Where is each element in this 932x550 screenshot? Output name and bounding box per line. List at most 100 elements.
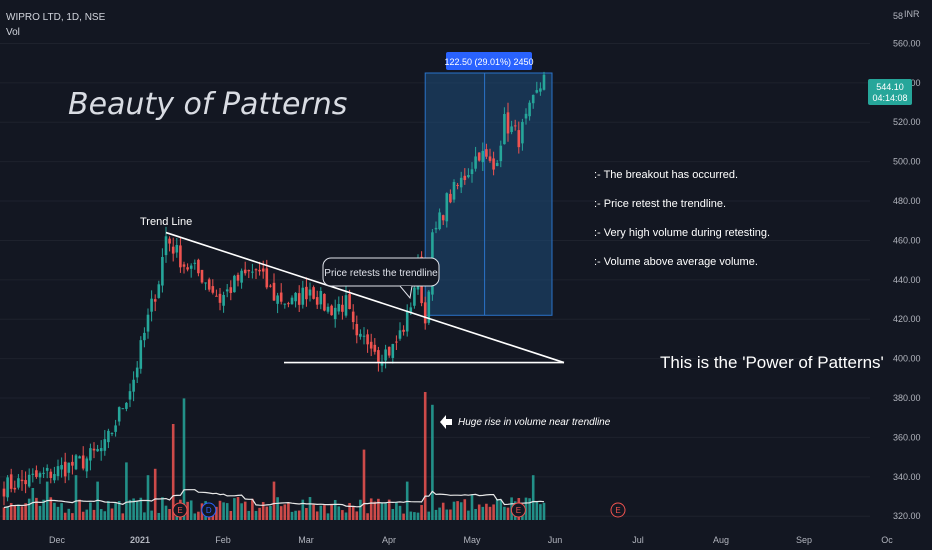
volume-bar [222, 502, 225, 520]
candle-body [287, 303, 290, 305]
candle-body [308, 289, 312, 296]
time-axis[interactable]: Dec 2021 Feb Mar Apr May Jun Jul Aug Sep Oc [49, 535, 893, 545]
volume-bar [197, 511, 200, 520]
candle-body [17, 478, 20, 488]
volume-bar [337, 506, 341, 520]
candle-body [175, 244, 179, 253]
candle-body [463, 175, 467, 181]
candle-body [531, 94, 535, 104]
candle-body [513, 125, 517, 127]
candle-body [521, 121, 524, 144]
candle-body [35, 470, 38, 477]
earnings-marker-icon[interactable] [610, 502, 626, 518]
volume-bar [312, 504, 315, 520]
earnings-marker-icon[interactable] [172, 502, 188, 518]
volume-bar [308, 497, 312, 520]
candle-body [78, 456, 81, 459]
candle-body [366, 334, 369, 345]
candle-body [9, 474, 13, 489]
volume-bar [384, 502, 387, 520]
candle-body [456, 184, 459, 186]
candle-body [279, 292, 283, 302]
candle-body [168, 238, 171, 244]
volume-bar [132, 498, 135, 520]
volume-bar [333, 499, 337, 520]
candle-body [387, 346, 391, 356]
candle-body [283, 303, 287, 305]
volume-bar [247, 510, 251, 520]
candle-body [485, 149, 488, 157]
retest-callout[interactable]: Price retests the trendline [322, 257, 440, 300]
volume-bar [42, 499, 45, 520]
last-price-tag[interactable] [868, 79, 912, 105]
bar-countdown: 04:14:08 [872, 93, 907, 103]
volume-bar [236, 496, 240, 520]
volume-bar [366, 513, 369, 520]
candle-body [13, 487, 17, 490]
candle-body [351, 311, 355, 323]
volume-bar [315, 511, 319, 520]
measure-box[interactable] [424, 72, 553, 316]
trend-line-label: Trend Line [140, 216, 192, 228]
volume-bar [413, 512, 416, 520]
currency-label: INR [904, 9, 920, 19]
note-2: :- Price retest the trendline. [594, 198, 726, 210]
earnings-marker-icon[interactable] [510, 502, 526, 518]
candle-body [89, 448, 92, 461]
time-tick-label: Aug [713, 535, 729, 545]
volume-bar [150, 510, 153, 520]
volume-bar [391, 509, 395, 520]
volume-bar [13, 505, 17, 520]
volume-bar [373, 501, 377, 520]
volume-bar [269, 505, 272, 520]
candle-body [535, 90, 539, 93]
event-marker-letter: D [206, 506, 212, 515]
candle-body [326, 306, 330, 312]
volume-bar [24, 503, 27, 520]
volume-bar [427, 511, 431, 520]
volume-bar [186, 501, 189, 520]
candle-body [243, 269, 247, 274]
retest-callout-box [322, 257, 440, 287]
volume-note: Huge rise in volume near trendline [458, 417, 611, 428]
volume-bar [49, 497, 53, 520]
candle-body [391, 344, 395, 358]
volume-bar [355, 511, 359, 520]
candle-body [261, 268, 265, 272]
candle-body [427, 291, 431, 323]
candle-body [319, 290, 323, 305]
volume-bar [81, 511, 85, 520]
candle-body [481, 150, 485, 163]
top-price-tick: 58 [893, 11, 903, 21]
candle-body [297, 293, 301, 305]
candle-body [74, 455, 78, 470]
candle-body [67, 462, 71, 473]
candle-body [337, 304, 341, 312]
candle-body [315, 297, 319, 305]
volume-bar [305, 508, 308, 520]
volume-bar [301, 499, 305, 520]
volume-bar [330, 504, 333, 520]
candle-body [384, 349, 387, 361]
candle-body [179, 245, 182, 268]
volume-bar [164, 505, 168, 520]
dividend-marker-icon[interactable] [201, 502, 217, 518]
candle-body [488, 156, 492, 161]
time-tick-label: Feb [215, 535, 231, 545]
candle-body [215, 295, 218, 297]
volume-bar [434, 509, 438, 520]
candle-body [114, 425, 117, 432]
candle-body [207, 279, 211, 290]
candle-body [503, 113, 506, 145]
volume-bar [459, 502, 463, 520]
last-price-value: 544.10 [876, 82, 904, 92]
volume-bar [258, 507, 261, 520]
volume-bar [272, 481, 276, 520]
volume-bar [456, 501, 459, 520]
tagline-text: This is the 'Power of Patterns' [660, 353, 884, 372]
candle-body [333, 307, 337, 320]
volume-bar [92, 509, 96, 520]
candle-body [164, 236, 168, 256]
trend-line[interactable] [165, 231, 565, 364]
